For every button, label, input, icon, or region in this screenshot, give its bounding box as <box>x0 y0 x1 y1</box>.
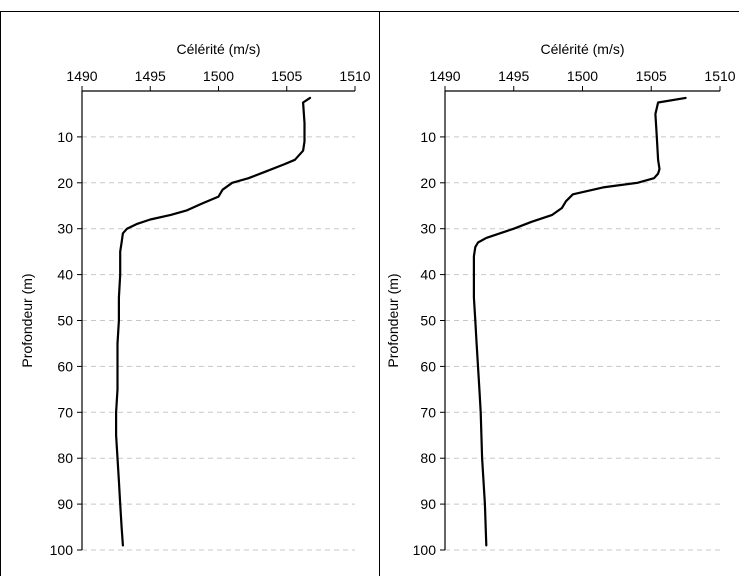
y-tick-label: 30 <box>57 221 73 237</box>
y-tick-label: 10 <box>420 129 436 145</box>
x-tick-label: 1505 <box>271 68 302 84</box>
y-tick-label: 70 <box>57 404 73 420</box>
y-axis-title: Profondeur (m) <box>19 273 35 367</box>
x-tick-label: 1490 <box>429 68 460 84</box>
x-tick-label: 1510 <box>704 68 735 84</box>
y-tick-label: 90 <box>420 496 436 512</box>
y-tick-label: 30 <box>420 221 436 237</box>
y-tick-label: 80 <box>57 450 73 466</box>
x-axis-title: Célérité (m/s) <box>176 41 260 57</box>
y-tick-label: 100 <box>50 542 74 558</box>
y-tick-label: 90 <box>57 496 73 512</box>
y-tick-label: 20 <box>420 175 436 191</box>
y-tick-label: 80 <box>420 450 436 466</box>
x-tick-label: 1510 <box>339 68 370 84</box>
y-tick-label: 20 <box>57 175 73 191</box>
x-tick-label: 1500 <box>203 68 234 84</box>
y-axis-title: Profondeur (m) <box>385 273 401 367</box>
x-tick-label: 1495 <box>135 68 166 84</box>
left-chart-panel: 1490 1495 1500 1505 1510 10 20 30 40 50 60 70 80 90 10… <box>19 41 371 558</box>
y-tick-label: 100 <box>413 542 437 558</box>
x-tick-label: 1495 <box>498 68 529 84</box>
x-tick-label: 1500 <box>567 68 598 84</box>
y-tick-label: 60 <box>420 358 436 374</box>
y-tick-label: 40 <box>420 267 436 283</box>
x-axis-title: Célérité (m/s) <box>540 41 624 57</box>
y-tick-label: 60 <box>57 358 73 374</box>
sound-speed-profile-line <box>472 96 687 547</box>
y-tick-label: 10 <box>57 129 73 145</box>
x-tick-label: 1490 <box>66 68 97 84</box>
right-chart-panel: 1490 1495 1500 1505 1510 10 20 30 40 50 60 70 80 90 10… <box>385 41 736 558</box>
y-tick-label: 40 <box>57 267 73 283</box>
y-tick-label: 70 <box>420 404 436 420</box>
sound-speed-profile-line <box>114 96 312 547</box>
x-tick-label: 1505 <box>636 68 667 84</box>
y-tick-label: 50 <box>420 313 436 329</box>
y-tick-label: 50 <box>57 313 73 329</box>
